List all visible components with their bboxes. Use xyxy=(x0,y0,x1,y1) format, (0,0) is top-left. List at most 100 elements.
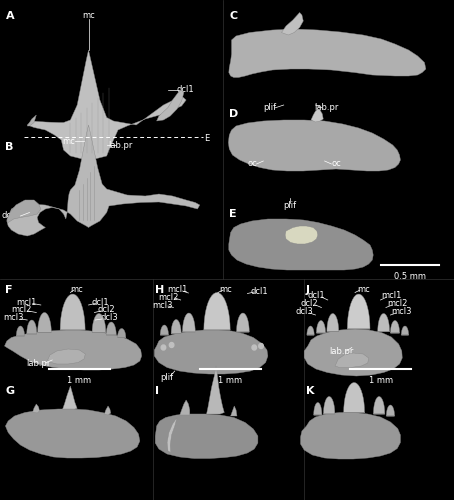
Text: mc: mc xyxy=(63,136,75,145)
Polygon shape xyxy=(304,329,402,376)
Polygon shape xyxy=(60,294,85,330)
Polygon shape xyxy=(386,405,395,416)
Text: oc: oc xyxy=(331,160,341,168)
Polygon shape xyxy=(285,226,318,244)
Text: H: H xyxy=(155,285,164,295)
Polygon shape xyxy=(311,109,323,122)
Polygon shape xyxy=(281,12,303,35)
Text: dcl3: dcl3 xyxy=(295,308,313,316)
Polygon shape xyxy=(324,396,335,414)
Polygon shape xyxy=(27,320,37,334)
Text: mcl3: mcl3 xyxy=(391,308,412,316)
Text: dcl3: dcl3 xyxy=(100,314,118,322)
Text: 1 mm: 1 mm xyxy=(67,376,92,385)
Polygon shape xyxy=(38,312,51,332)
Text: plif: plif xyxy=(283,200,296,209)
Polygon shape xyxy=(378,314,390,332)
Polygon shape xyxy=(5,330,142,370)
Circle shape xyxy=(252,345,257,350)
Polygon shape xyxy=(237,313,249,332)
Text: dcl1: dcl1 xyxy=(1,212,19,220)
Text: F: F xyxy=(5,285,13,295)
Text: mcl2: mcl2 xyxy=(159,292,179,302)
Polygon shape xyxy=(33,404,39,413)
Polygon shape xyxy=(347,294,370,329)
Polygon shape xyxy=(48,349,85,364)
Text: dcl1: dcl1 xyxy=(307,292,325,300)
Polygon shape xyxy=(401,326,409,335)
Polygon shape xyxy=(316,320,326,333)
Circle shape xyxy=(259,344,263,348)
Text: K: K xyxy=(306,386,314,396)
Text: mcl2: mcl2 xyxy=(12,306,32,314)
Polygon shape xyxy=(157,90,184,121)
Polygon shape xyxy=(207,366,224,414)
Text: E: E xyxy=(204,134,209,143)
Polygon shape xyxy=(27,115,36,126)
Text: 1 mm: 1 mm xyxy=(218,376,242,385)
Text: oc: oc xyxy=(247,160,257,168)
Text: mc: mc xyxy=(357,284,370,294)
Text: dcl1: dcl1 xyxy=(91,298,109,307)
Text: mcl1: mcl1 xyxy=(167,286,187,294)
Polygon shape xyxy=(183,313,195,332)
Polygon shape xyxy=(314,402,322,415)
Text: dcl1: dcl1 xyxy=(177,86,194,94)
Polygon shape xyxy=(171,320,181,334)
Text: lab.pr: lab.pr xyxy=(108,140,133,149)
Text: mcl1: mcl1 xyxy=(381,292,401,300)
Polygon shape xyxy=(344,382,365,412)
Circle shape xyxy=(169,342,174,347)
Polygon shape xyxy=(229,219,373,270)
Text: D: D xyxy=(229,109,238,119)
Polygon shape xyxy=(160,325,168,335)
Text: J: J xyxy=(306,285,310,295)
Text: mcl3: mcl3 xyxy=(152,300,173,310)
Polygon shape xyxy=(7,125,200,236)
Text: lab.pr: lab.pr xyxy=(329,348,354,356)
Text: mc: mc xyxy=(70,284,83,294)
Polygon shape xyxy=(229,29,426,78)
Text: E: E xyxy=(229,209,237,219)
Polygon shape xyxy=(63,386,77,409)
Text: dcl2: dcl2 xyxy=(98,306,115,314)
Polygon shape xyxy=(307,326,314,335)
Text: I: I xyxy=(155,386,159,396)
Text: mc: mc xyxy=(82,12,95,20)
Polygon shape xyxy=(16,326,25,336)
Polygon shape xyxy=(104,406,111,415)
Polygon shape xyxy=(301,412,400,459)
Text: plif: plif xyxy=(264,104,276,112)
Text: mcl2: mcl2 xyxy=(388,300,408,308)
Polygon shape xyxy=(327,314,339,332)
Polygon shape xyxy=(231,406,237,416)
Polygon shape xyxy=(228,120,400,171)
Text: mcl3: mcl3 xyxy=(3,314,24,322)
Text: 1 mm: 1 mm xyxy=(369,376,393,385)
Text: mcl1: mcl1 xyxy=(16,298,36,307)
Polygon shape xyxy=(92,314,106,332)
Polygon shape xyxy=(374,396,385,414)
Polygon shape xyxy=(118,328,126,338)
Text: dcl1: dcl1 xyxy=(251,286,268,296)
Polygon shape xyxy=(154,330,268,374)
Text: B: B xyxy=(5,142,14,152)
Text: lab.pr: lab.pr xyxy=(26,360,51,368)
Text: A: A xyxy=(5,11,14,21)
Text: G: G xyxy=(5,386,15,396)
Text: plif: plif xyxy=(161,373,173,382)
Polygon shape xyxy=(180,400,190,415)
Polygon shape xyxy=(204,292,230,330)
Polygon shape xyxy=(335,353,369,368)
Text: C: C xyxy=(229,11,237,21)
Polygon shape xyxy=(390,320,400,333)
Polygon shape xyxy=(27,50,186,162)
Text: lab.pr: lab.pr xyxy=(314,104,338,112)
Text: mc: mc xyxy=(220,284,232,294)
Text: 0.5 mm: 0.5 mm xyxy=(395,272,426,281)
Polygon shape xyxy=(167,418,177,452)
Circle shape xyxy=(161,345,166,350)
Text: dcl2: dcl2 xyxy=(301,300,318,308)
Polygon shape xyxy=(106,322,116,335)
Polygon shape xyxy=(5,409,140,458)
